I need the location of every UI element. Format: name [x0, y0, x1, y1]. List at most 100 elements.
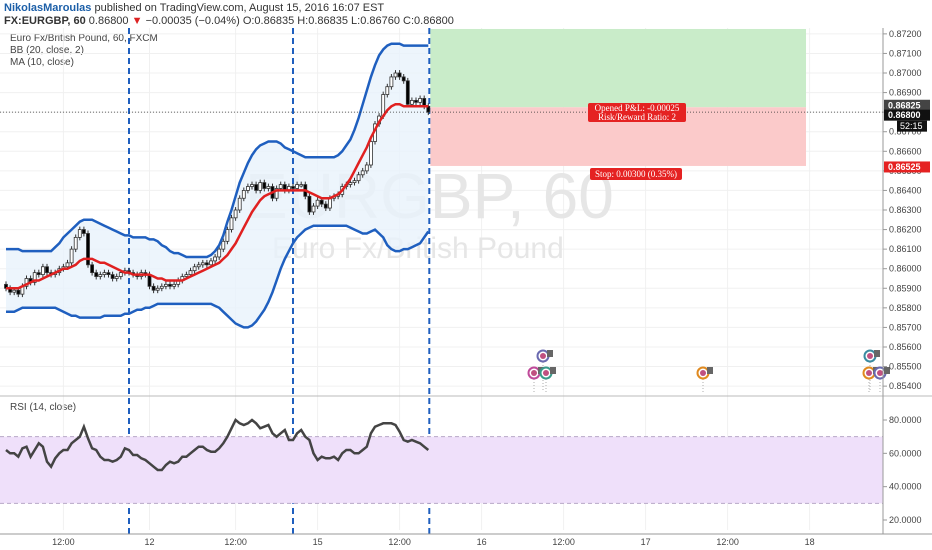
entry-price-tag — [884, 99, 930, 111]
candle-body — [237, 197, 242, 211]
candle-body — [221, 240, 226, 250]
event-flag-dot — [540, 353, 546, 359]
change-text: −0.00035 (−0.04%) — [145, 15, 240, 27]
candle-body — [69, 248, 74, 264]
stop-price-tag-text: 0.86525 — [888, 162, 921, 172]
candle-body — [311, 205, 316, 213]
time-tick-label: 17 — [641, 537, 651, 547]
candle-body — [110, 274, 115, 279]
countdown-tag — [897, 120, 927, 132]
candle-body — [266, 186, 271, 189]
candle-body — [323, 203, 328, 209]
entry-price-tag-text: 0.86825 — [888, 100, 921, 110]
candle-body — [360, 170, 365, 176]
candle-body — [250, 184, 254, 187]
candle-body — [274, 188, 279, 199]
price-tick-label: 0.86000 — [889, 264, 922, 274]
rsi-levels — [0, 436, 883, 504]
candle-body — [393, 72, 398, 78]
candle-body — [41, 266, 45, 275]
candle-body — [151, 285, 156, 291]
candle-body — [245, 186, 250, 191]
price-tick-label: 0.86400 — [889, 185, 922, 195]
candle-body — [163, 283, 168, 287]
candle-body — [299, 184, 304, 187]
rsi-axis[interactable]: 80.0000 60.0000 40.0000 20.0000 — [883, 415, 922, 525]
candle-body — [348, 182, 353, 185]
pnl-box — [588, 103, 686, 122]
candle-body — [213, 256, 218, 262]
profit-zone — [430, 28, 806, 108]
candle-body — [364, 164, 369, 172]
candle-body — [32, 272, 37, 283]
candle-body — [241, 190, 246, 199]
event-flag-dot — [531, 370, 537, 376]
price-tick-label: 0.85600 — [889, 342, 922, 352]
candle-body — [307, 195, 312, 213]
candle-body — [196, 264, 201, 268]
event-count-badge — [547, 350, 553, 357]
rsi-tick-label: 80.0000 — [889, 415, 922, 425]
candle-body — [90, 264, 94, 274]
candle-body — [118, 272, 123, 277]
last-price-tag-text: 0.86800 — [888, 110, 921, 120]
price-tick-label: 0.86200 — [889, 225, 922, 235]
candle-body — [114, 276, 119, 279]
last-price: 0.86800 — [88, 15, 129, 27]
candle-body — [65, 262, 70, 268]
candle-body — [356, 174, 361, 182]
candle-body — [155, 287, 160, 291]
rsi-tick-label: 40.0000 — [889, 482, 922, 492]
published-text: published on TradingView.com, August 15,… — [94, 2, 385, 14]
candle-body — [233, 209, 238, 219]
candle-body — [77, 229, 82, 238]
countdown-tag-text: 52:15 — [900, 121, 923, 131]
time-tick-label: 12:00 — [716, 537, 739, 547]
candle-body — [45, 266, 49, 274]
event-count-badge — [707, 367, 713, 374]
price-tick-label: 0.85900 — [889, 283, 922, 293]
candle-body — [225, 229, 230, 242]
stop-box — [590, 168, 682, 180]
candle-body — [36, 272, 41, 275]
price-tick-label: 0.86700 — [889, 127, 922, 137]
time-axis[interactable]: 12:00 12 12:00 15 12:00 16 12:00 17 12:00 18 — [52, 537, 814, 547]
event-markers[interactable] — [527, 349, 891, 392]
legend-bb[interactable]: BB (20, close, 2) — [10, 45, 84, 56]
event-flag-dot — [700, 370, 706, 376]
price-axis[interactable]: 0.87200 0.87100 0.87000 0.86900 0.86800 0.867… — [883, 29, 922, 391]
candle-body — [106, 272, 111, 275]
legend-ma[interactable]: MA (10, close) — [10, 57, 74, 68]
time-tick-label: 12:00 — [552, 537, 575, 547]
candle-body — [209, 260, 213, 266]
candle-body — [319, 199, 324, 205]
ma-line — [6, 103, 429, 290]
candle-body — [184, 274, 189, 277]
candle-body — [98, 274, 103, 277]
candle-body — [16, 289, 21, 295]
candle-body — [12, 289, 17, 293]
author-link[interactable]: NikolasMaroulas — [4, 2, 92, 14]
candle-body — [172, 283, 177, 287]
ohlc-text: O:0.86835 H:0.86835 L:0.86760 C:0.86800 — [242, 15, 454, 27]
candle-body — [278, 184, 283, 189]
rsi-line — [5, 418, 430, 472]
pnl-text: Opened P&L: -0.00025 — [595, 103, 680, 113]
down-arrow-icon: ▼ — [131, 15, 143, 27]
candle-body — [258, 182, 263, 191]
candle-body — [254, 184, 259, 191]
candle-body — [94, 272, 99, 277]
event-flag-dot — [543, 370, 549, 376]
time-tick-label: 12:00 — [388, 537, 411, 547]
rr-text: Risk/Reward Ratio: 2 — [598, 112, 676, 122]
candle-body — [389, 76, 394, 88]
event-count-badge — [874, 350, 880, 357]
candle-body — [352, 180, 357, 184]
legend-rsi[interactable]: RSI (14, close) — [10, 402, 77, 413]
candle-body — [262, 182, 267, 189]
price-tick-label: 0.86100 — [889, 244, 922, 254]
symbol-label: FX:EURGBP, 60 — [4, 15, 86, 27]
candle-body — [188, 270, 193, 275]
time-tick-label: 12:00 — [224, 537, 247, 547]
